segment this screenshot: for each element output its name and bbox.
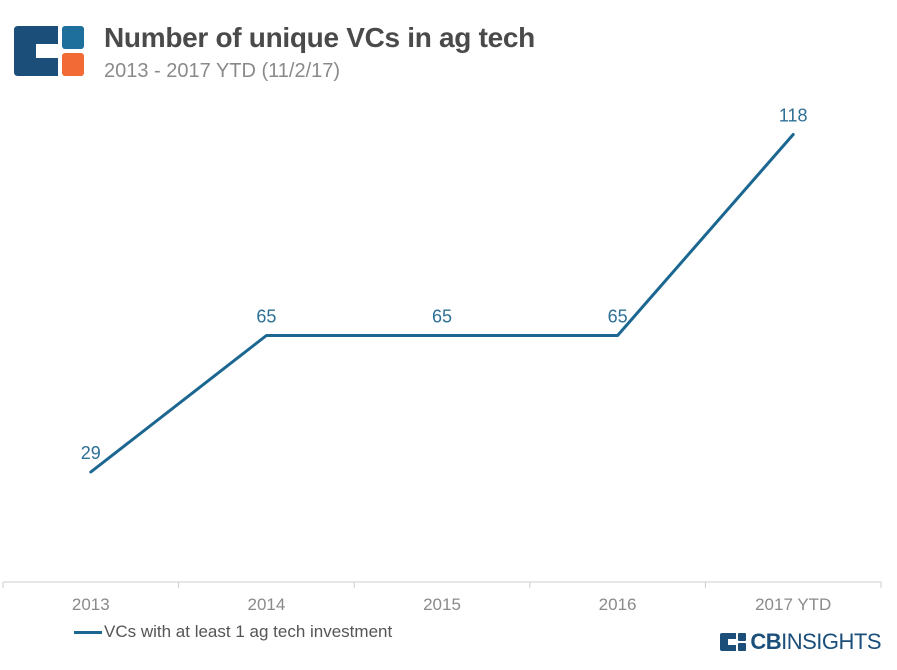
cbinsights-brand: CB INSIGHTS [720,629,881,654]
x-tick-label: 2016 [599,595,637,614]
data-label: 65 [608,306,628,326]
chart-header: Number of unique VCs in ag tech 2013 - 2… [0,0,897,100]
brand-cb-text: CB [750,629,782,654]
legend-swatch [74,630,102,634]
legend: VCs with at least 1 ag tech investment [74,622,392,642]
data-label: 118 [779,105,808,125]
chart-title: Number of unique VCs in ag tech [104,22,535,53]
data-label: 65 [432,306,452,326]
series-line [89,133,795,474]
x-axis: 2013 2014 2015 2016 2017 YTD [2,581,882,614]
x-tick-label: 2017 YTD [755,595,831,614]
cbinsights-mark-icon [720,633,747,651]
x-tick-label: 2013 [72,595,110,614]
series-layer [89,133,795,474]
chart-subtitle: 2013 - 2017 YTD (11/2/17) [104,60,341,82]
data-label: 65 [256,306,276,326]
data-label: 29 [81,443,101,463]
x-tick-label: 2015 [423,595,461,614]
brand-insights-text: INSIGHTS [781,629,881,654]
x-tick-label: 2014 [247,595,285,614]
legend-label: VCs with at least 1 ag tech investment [104,622,393,641]
data-labels: 29 65 65 65 118 [81,105,808,463]
cbinsights-logo-icon [14,26,84,76]
